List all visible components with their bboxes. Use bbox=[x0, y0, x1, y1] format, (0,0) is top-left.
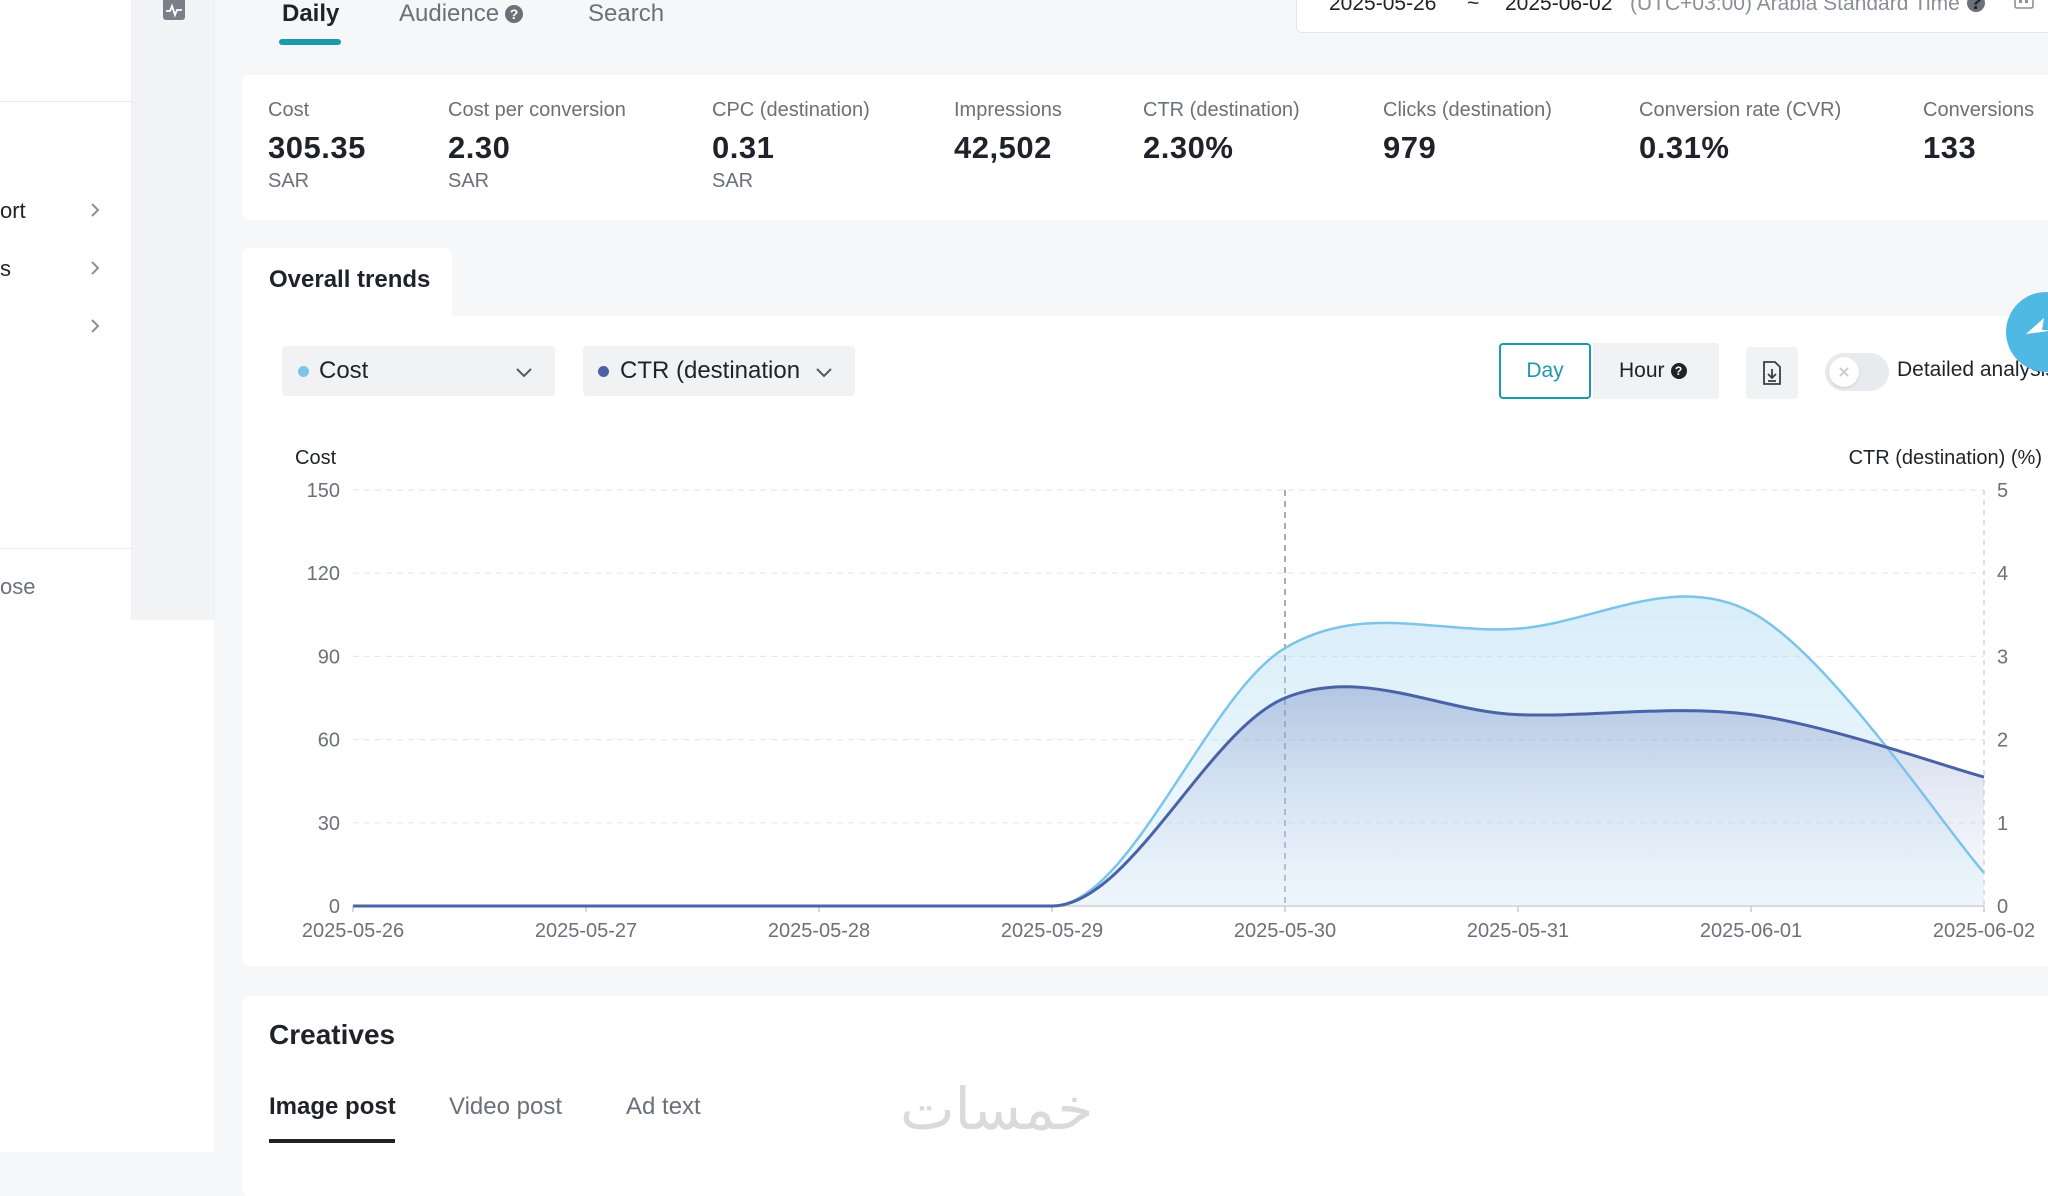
close-icon bbox=[1839, 367, 1849, 377]
help-icon[interactable]: ? bbox=[505, 5, 524, 23]
activity-icon[interactable] bbox=[162, 0, 186, 22]
metric-ctr: CTR (destination) 2.30% bbox=[1143, 99, 1300, 166]
metric-label: Clicks (destination) bbox=[1383, 99, 1552, 121]
metric-select-left[interactable]: Cost bbox=[282, 346, 555, 396]
metric-label: CPC (destination) bbox=[712, 99, 870, 121]
metric-label: Impressions bbox=[954, 99, 1062, 121]
trends-tab-header bbox=[242, 248, 452, 318]
granularity-hour-button[interactable]: Hour? bbox=[1593, 343, 1719, 399]
tab-daily[interactable]: Daily bbox=[282, 0, 340, 27]
sidebar-rail bbox=[131, 0, 215, 620]
metric-select-left-label: Cost bbox=[319, 357, 369, 384]
hour-label: Hour bbox=[1619, 359, 1665, 382]
floating-assistant-icon[interactable] bbox=[2006, 292, 2048, 372]
metric-cvr: Conversion rate (CVR) 0.31% bbox=[1639, 99, 1841, 166]
metric-value: 42,502 bbox=[954, 130, 1052, 165]
watermark-logo: خمسات bbox=[900, 1075, 1094, 1143]
metric-conversions: Conversions 133 bbox=[1923, 99, 2034, 166]
tab-active-indicator bbox=[269, 1139, 395, 1143]
metric-value: 979 bbox=[1383, 130, 1437, 165]
tab-search[interactable]: Search bbox=[588, 0, 665, 27]
metric-clicks: Clicks (destination) 979 bbox=[1383, 99, 1552, 166]
series-color-dot bbox=[298, 366, 309, 377]
metric-unit: SAR bbox=[448, 170, 490, 192]
sidebar-divider bbox=[0, 548, 131, 549]
download-button[interactable] bbox=[1746, 347, 1798, 399]
help-icon[interactable]: ? bbox=[1670, 363, 1687, 379]
tab-audience[interactable]: Audience? bbox=[399, 0, 524, 28]
chevron-down-icon bbox=[816, 368, 832, 378]
tab-image-post[interactable]: Image post bbox=[269, 1093, 396, 1120]
metric-label: Conversion rate (CVR) bbox=[1639, 99, 1842, 121]
section-title: Overall trends bbox=[269, 266, 431, 293]
chevron-right-icon[interactable] bbox=[84, 199, 106, 221]
metric-value: 305.35 bbox=[268, 130, 366, 165]
metric-label: CTR (destination) bbox=[1143, 99, 1300, 121]
metric-select-right[interactable]: CTR (destination bbox=[583, 346, 855, 396]
metric-unit: SAR bbox=[268, 170, 310, 192]
series-color-dot bbox=[598, 366, 609, 377]
metric-label: Cost per conversion bbox=[448, 99, 626, 121]
metric-impressions: Impressions 42,502 bbox=[954, 99, 1062, 166]
trends-card bbox=[242, 316, 2048, 966]
chevron-right-icon[interactable] bbox=[84, 257, 106, 279]
metric-unit: SAR bbox=[712, 170, 754, 192]
metric-value: 0.31% bbox=[1639, 130, 1730, 165]
date-start: 2025-05-26 bbox=[1329, 0, 1437, 15]
metric-cost: Cost 305.35 SAR bbox=[268, 99, 366, 193]
chevron-right-icon[interactable] bbox=[84, 315, 106, 337]
granularity-day-button[interactable]: Day bbox=[1499, 343, 1591, 399]
date-end: 2025-06-02 bbox=[1505, 0, 1613, 15]
metric-value: 2.30% bbox=[1143, 130, 1234, 165]
date-separator: ~ bbox=[1467, 0, 1480, 15]
timezone-label: (UTC+03:00) Arabia Standard Time bbox=[1630, 0, 1960, 15]
detailed-analysis-label: Detailed analysis bbox=[1897, 358, 2048, 381]
metric-label: Cost bbox=[268, 99, 310, 121]
tab-audience-label: Audience bbox=[399, 0, 500, 27]
section-title: Creatives bbox=[269, 1019, 396, 1050]
metric-cpc: CPC (destination) 0.31 SAR bbox=[712, 99, 870, 193]
metric-cost-per-conversion: Cost per conversion 2.30 SAR bbox=[448, 99, 626, 193]
chevron-down-icon bbox=[516, 368, 532, 378]
sidebar-item-label[interactable]: ort bbox=[0, 198, 26, 223]
download-icon bbox=[1763, 361, 1781, 385]
metric-select-right-label: CTR (destination bbox=[620, 357, 801, 384]
metric-label: Conversions bbox=[1923, 99, 2035, 121]
metric-value: 0.31 bbox=[712, 130, 775, 165]
toggle-knob bbox=[1829, 357, 1859, 387]
sidebar-item-label[interactable]: s bbox=[0, 256, 11, 281]
calendar-icon[interactable] bbox=[2013, 0, 2035, 10]
help-icon[interactable]: ? bbox=[1967, 0, 1985, 13]
sidebar-divider bbox=[0, 101, 131, 102]
metrics-summary-card: Cost 305.35 SAR Cost per conversion 2.30… bbox=[242, 75, 2048, 220]
metric-value: 133 bbox=[1923, 130, 1977, 165]
date-range-picker[interactable]: 2025-05-26 ~ 2025-06-02 (UTC+03:00) Arab… bbox=[1296, 0, 2048, 33]
tab-ad-text[interactable]: Ad text bbox=[626, 1093, 701, 1120]
sidebar-collapse-label[interactable]: ose bbox=[0, 574, 36, 599]
tab-active-indicator bbox=[279, 39, 341, 45]
detailed-analysis-toggle[interactable] bbox=[1825, 353, 1889, 391]
metric-value: 2.30 bbox=[448, 130, 511, 165]
tab-video-post[interactable]: Video post bbox=[449, 1093, 562, 1120]
